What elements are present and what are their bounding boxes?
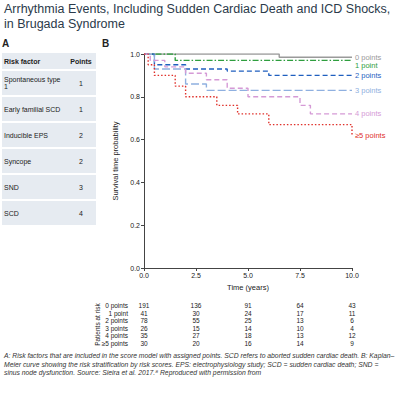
html-text:≥5 points: ≥5 points <box>101 339 128 347</box>
html-text:0 points: 0 points <box>105 302 128 309</box>
svg-text:0.4: 0.4 <box>130 179 140 186</box>
html-text:17: 17 <box>296 309 304 317</box>
svg-text:1 point: 1 point <box>355 61 378 70</box>
html-text:12: 12 <box>348 332 356 339</box>
html-text:3 points: 3 points <box>105 324 128 332</box>
html-text:91: 91 <box>244 302 252 309</box>
html-text:4: 4 <box>79 209 83 217</box>
svg-text:Survival time probability: Survival time probability <box>111 121 120 200</box>
html-text:SND: SND <box>4 183 19 191</box>
svg-text:1.0: 1.0 <box>130 51 140 58</box>
html-text:Spontaneous type 1: Spontaneous type 1 <box>4 76 61 90</box>
html-text:2: 2 <box>79 131 83 139</box>
html-text:14: 14 <box>296 339 304 347</box>
html-text:10: 10 <box>296 324 304 332</box>
html-text:64: 64 <box>296 302 304 309</box>
html-text:15: 15 <box>192 324 200 332</box>
svg-text:0.6: 0.6 <box>130 136 140 143</box>
html-text:13: 13 <box>296 332 304 339</box>
html-text:Patients at risk: Patients at risk <box>93 302 101 346</box>
html-text:14: 14 <box>244 324 252 332</box>
html-text:B: B <box>102 38 110 49</box>
html-text:2 points: 2 points <box>105 317 128 324</box>
html-text:30: 30 <box>140 339 148 347</box>
svg-text:0 points: 0 points <box>355 52 382 62</box>
html-text:24: 24 <box>244 309 252 317</box>
svg-text:7.5: 7.5 <box>295 272 305 279</box>
html-text:55: 55 <box>192 317 200 324</box>
svg-text:0.2: 0.2 <box>130 222 140 229</box>
svg-text:0.0: 0.0 <box>139 272 149 279</box>
html-text:11: 11 <box>348 309 356 317</box>
html-text:20: 20 <box>192 339 200 347</box>
html-text:16: 16 <box>244 339 252 347</box>
html-text:18: 18 <box>244 332 252 339</box>
svg-text:2.5: 2.5 <box>191 272 201 279</box>
html-text:27: 27 <box>192 332 200 339</box>
html-text:Inducible EPS: Inducible EPS <box>4 131 48 139</box>
html-text:Risk factor: Risk factor <box>4 57 41 65</box>
html-text:Arrhythmia Events, Including S: Arrhythmia Events, Including Sudden Card… <box>4 2 391 31</box>
svg-text:Time (years): Time (years) <box>227 283 269 292</box>
html-text:25: 25 <box>244 317 252 324</box>
html-text:41: 41 <box>140 309 148 317</box>
html-text:78: 78 <box>140 317 148 324</box>
html-text:A: Risk factors that are inclu: A: Risk factors that are included in the… <box>4 352 395 376</box>
svg-text:0.8: 0.8 <box>130 93 140 100</box>
svg-text:2 points: 2 points <box>355 71 382 80</box>
svg-text:10.0: 10.0 <box>345 272 359 279</box>
svg-text:0.0: 0.0 <box>130 265 140 272</box>
html-text:9: 9 <box>350 339 354 347</box>
html-text:6: 6 <box>350 317 354 324</box>
svg-text:≥5 points: ≥5 points <box>355 131 386 140</box>
html-text:1 point: 1 point <box>108 309 128 317</box>
html-text:Syncope: Syncope <box>4 157 32 165</box>
html-text:43: 43 <box>348 302 356 309</box>
html-text:35: 35 <box>140 332 148 339</box>
svg-text:5.0: 5.0 <box>243 272 253 279</box>
svg-text:3 points: 3 points <box>355 86 382 95</box>
html-text:A: A <box>2 38 10 49</box>
html-text:1: 1 <box>79 105 83 113</box>
html-text:1: 1 <box>79 79 83 87</box>
html-text:191: 191 <box>138 302 150 309</box>
html-text:4: 4 <box>350 324 354 332</box>
html-text:SCD: SCD <box>4 209 19 217</box>
html-text:3: 3 <box>79 183 83 191</box>
html-text:30: 30 <box>192 309 200 317</box>
html-text:Points: Points <box>70 57 92 65</box>
html-text:2: 2 <box>79 157 83 165</box>
html-text:26: 26 <box>140 324 148 332</box>
html-text:Early familial SCD: Early familial SCD <box>4 105 61 113</box>
html-text:4 points: 4 points <box>105 332 128 339</box>
svg-text:4 points: 4 points <box>355 109 382 118</box>
html-text:13: 13 <box>296 317 304 324</box>
html-text:136: 136 <box>190 302 202 309</box>
